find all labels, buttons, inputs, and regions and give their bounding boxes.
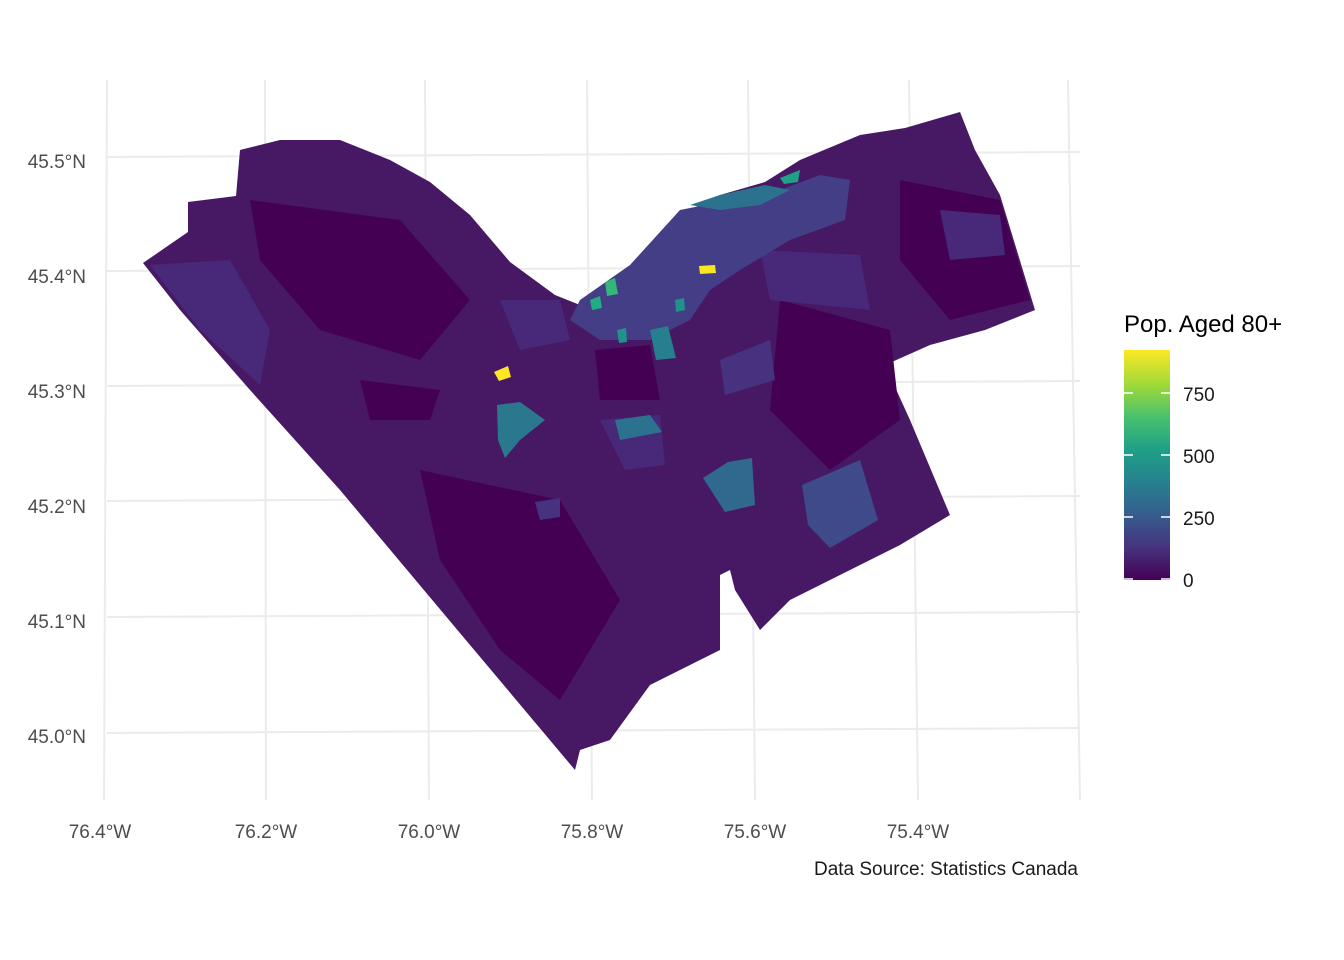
tract-mid-2 [500, 300, 570, 350]
tract-mid-7 [802, 460, 878, 548]
y-axis: 45.5°N 45.4°N 45.3°N 45.2°N 45.1°N 45.0°… [28, 152, 86, 748]
y-tick-label: 45.5°N [28, 152, 86, 173]
tract-dark-1 [250, 200, 470, 360]
x-tick-label: 76.4°W [69, 822, 132, 843]
x-tick-label: 75.8°W [561, 822, 624, 843]
tract-green-3 [675, 298, 685, 312]
y-tick-label: 45.2°N [28, 497, 86, 518]
x-tick-label: 75.4°W [887, 822, 950, 843]
tract-yellow-1 [494, 366, 511, 381]
tract-dark-5 [360, 380, 440, 420]
tract-teal-1 [650, 326, 676, 360]
tract-mid-8 [535, 498, 560, 520]
tract-dark-3 [770, 300, 900, 470]
legend-tick-label: 250 [1183, 509, 1215, 530]
urban-core [570, 175, 850, 340]
x-tick-label: 76.2°W [235, 822, 298, 843]
x-tick-label: 75.6°W [724, 822, 787, 843]
graticule-lon-75-2 [1067, 79, 1081, 801]
tract-teal-2 [497, 402, 545, 458]
tract-mid-5 [760, 250, 870, 310]
legend-tick-label: 0 [1183, 571, 1194, 592]
tract-green-2 [590, 296, 602, 310]
legend-colorbar [1124, 350, 1170, 580]
graticule-lon-76-4 [103, 79, 108, 801]
x-tick-label: 76.0°W [398, 822, 461, 843]
tract-mid-1 [150, 260, 270, 385]
tract-dark-6 [595, 345, 660, 400]
tract-green-4 [617, 328, 627, 343]
tract-teal-4 [703, 458, 755, 512]
data-source-caption: Data Source: Statistics Canada [814, 859, 1078, 880]
tract-teal-3 [615, 415, 662, 440]
ottawa-map [143, 112, 1035, 770]
tract-teal-5 [780, 170, 800, 184]
tract-mid-4 [720, 340, 775, 395]
y-tick-label: 45.3°N [28, 382, 86, 403]
legend-tick-label: 500 [1183, 447, 1215, 468]
legend: Pop. Aged 80+ 0 250 500 750 [1124, 311, 1282, 592]
river-tracts [690, 185, 790, 210]
legend-title: Pop. Aged 80+ [1124, 311, 1282, 338]
y-tick-label: 45.4°N [28, 267, 86, 288]
tract-yellow-2 [699, 265, 716, 274]
y-tick-label: 45.0°N [28, 727, 86, 748]
legend-tick-label: 750 [1183, 385, 1215, 406]
tract-green-1 [605, 278, 618, 296]
tract-dark-2 [420, 470, 620, 700]
x-axis: 76.4°W 76.2°W 76.0°W 75.8°W 75.6°W 75.4°… [69, 822, 950, 843]
y-tick-label: 45.1°N [28, 612, 86, 633]
legend-ticks [1124, 392, 1170, 580]
tract-mid-3 [940, 210, 1005, 260]
